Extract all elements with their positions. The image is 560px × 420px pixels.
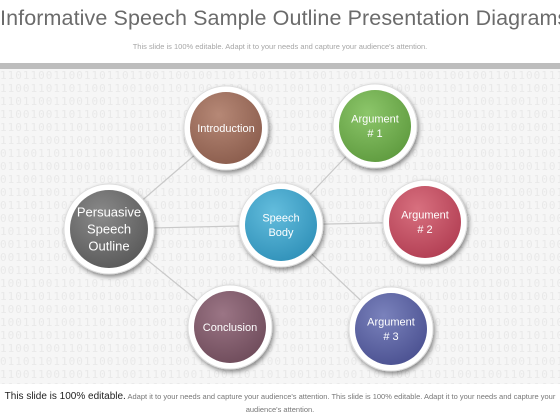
node-label-argument-1-1: # 1 xyxy=(367,128,382,140)
node-fill-conclusion xyxy=(194,291,266,363)
footer-rest-text: Adapt it to your needs and capture your … xyxy=(125,392,556,414)
node-argument-3: Argument # 3 xyxy=(348,286,434,372)
node-fill-argument-2 xyxy=(389,186,461,258)
node-argument-1: Argument # 1 xyxy=(332,83,418,169)
node-fill-argument-3 xyxy=(355,293,427,365)
node-fill-persuasive xyxy=(70,190,148,268)
header-band xyxy=(0,63,560,69)
node-label-conclusion-0: Conclusion xyxy=(203,322,257,334)
node-argument-2: Argument # 2 xyxy=(382,179,468,265)
node-fill-speech-body xyxy=(245,189,317,261)
node-introduction: Introduction xyxy=(183,85,269,171)
node-label-speech-body-0: Speech xyxy=(262,213,299,225)
node-fill-introduction xyxy=(190,92,262,164)
node-label-argument-3-0: Argument xyxy=(367,317,415,329)
node-label-argument-2-0: Argument xyxy=(401,210,449,222)
node-label-argument-2-1: # 2 xyxy=(417,224,432,236)
node-label-persuasive-1: Speech xyxy=(87,222,131,237)
slide-title: Informative Speech Sample Outline Presen… xyxy=(0,6,560,30)
diagram-stage: 1101100110011011011001100100110110011101… xyxy=(0,69,560,384)
slide-subtitle: This slide is 100% editable. Adapt it to… xyxy=(132,42,428,51)
footer-strong-text: This slide is 100% editable. xyxy=(4,391,126,402)
node-conclusion: Conclusion xyxy=(187,284,273,370)
footer-note: This slide is 100% editable. Adapt it to… xyxy=(0,384,560,420)
diagram-nodes: Persuasive Speech Outline Introduction Speec… xyxy=(63,83,468,372)
speech-outline-diagram: Persuasive Speech Outline Introduction Speec… xyxy=(63,83,468,372)
node-label-argument-3-1: # 3 xyxy=(383,331,398,343)
node-fill-argument-1 xyxy=(339,90,411,162)
node-label-persuasive-0: Persuasive xyxy=(77,205,141,220)
node-speech-body: Speech Body xyxy=(238,182,324,268)
node-persuasive: Persuasive Speech Outline xyxy=(63,183,155,275)
node-label-argument-1-0: Argument xyxy=(351,114,399,126)
node-label-speech-body-1: Body xyxy=(268,227,294,239)
node-label-introduction-0: Introduction xyxy=(197,123,254,135)
node-label-persuasive-2: Outline xyxy=(88,239,129,254)
